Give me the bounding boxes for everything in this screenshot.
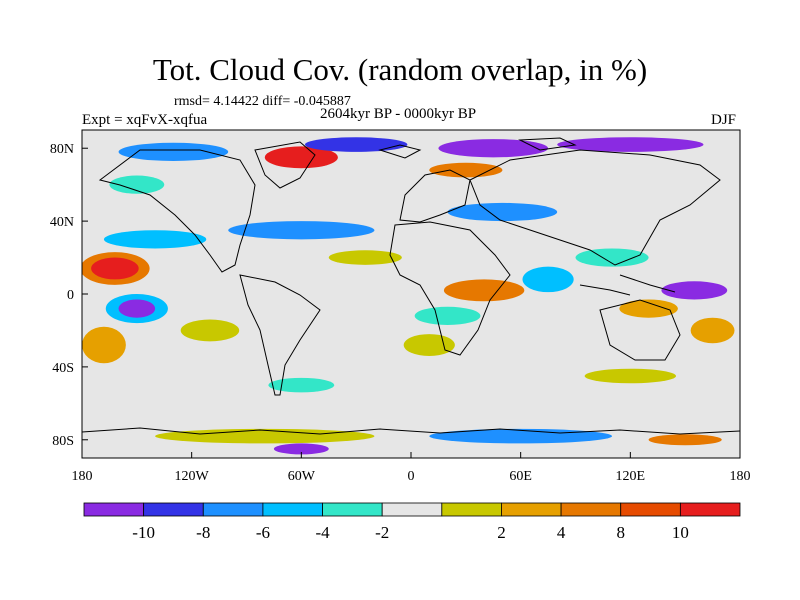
anomaly-field bbox=[82, 137, 735, 455]
colorbar-swatch bbox=[441, 502, 502, 517]
colorbar-swatch bbox=[202, 502, 264, 517]
colorbar: -10 -8 -6 -4 -2 2 4 8 10 bbox=[83, 502, 741, 542]
anomaly-region bbox=[438, 139, 549, 158]
anomaly-region bbox=[690, 317, 735, 344]
colorbar-label: -10 bbox=[132, 523, 155, 542]
map-title: Tot. Cloud Cov. (random overlap, in %) bbox=[152, 52, 648, 87]
map-background bbox=[82, 130, 740, 458]
anomaly-region bbox=[91, 257, 139, 280]
anomaly-region bbox=[575, 248, 649, 267]
colorbar-swatch bbox=[679, 502, 741, 517]
colorbar-swatch bbox=[262, 502, 323, 517]
anomaly-region bbox=[584, 368, 677, 384]
lat-tick-label: 40S bbox=[52, 361, 74, 376]
experiment-text: Expt = xqFvX-xqfua bbox=[82, 112, 208, 128]
colorbar-swatch bbox=[501, 502, 562, 517]
anomaly-region bbox=[414, 306, 481, 325]
colorbar-swatch bbox=[381, 502, 443, 517]
anomaly-region bbox=[403, 334, 455, 356]
anomaly-region bbox=[118, 142, 229, 161]
colorbar-label: 8 bbox=[616, 523, 625, 542]
colorbar-swatch bbox=[560, 502, 622, 517]
lon-tick-label: 0 bbox=[408, 469, 415, 484]
anomaly-region bbox=[522, 266, 574, 293]
lon-tick-label: 120E bbox=[616, 469, 646, 484]
colorbar-label: 4 bbox=[557, 523, 566, 542]
colorbar-swatch bbox=[322, 502, 383, 517]
anomaly-region bbox=[619, 299, 678, 318]
anomaly-region bbox=[82, 326, 126, 364]
anomaly-region bbox=[328, 250, 402, 265]
anomaly-region bbox=[103, 230, 207, 249]
lon-tick-label: 60E bbox=[509, 469, 532, 484]
lon-tick-label: 60W bbox=[288, 469, 316, 484]
rmsd-diff-text: rmsd= 4.14422 diff= -0.045887 bbox=[174, 94, 351, 109]
colorbar-label: -2 bbox=[375, 523, 389, 542]
lon-tick-label: 120W bbox=[175, 469, 210, 484]
season-text: DJF bbox=[711, 112, 737, 128]
anomaly-region bbox=[118, 299, 156, 318]
anomaly-region bbox=[228, 221, 375, 240]
colorbar-swatch bbox=[143, 502, 204, 517]
anomaly-region bbox=[273, 443, 329, 455]
anomaly-region bbox=[264, 146, 338, 169]
anomaly-region bbox=[661, 281, 728, 300]
lat-tick-label: 80N bbox=[50, 142, 74, 157]
anomaly-region bbox=[155, 428, 375, 444]
colorbar-label: 10 bbox=[672, 523, 689, 542]
anomaly-region bbox=[268, 377, 335, 393]
lon-tick-label: 180 bbox=[72, 469, 93, 484]
anomaly-region bbox=[443, 279, 525, 302]
lat-tick-label: 80S bbox=[52, 434, 74, 449]
anomaly-region bbox=[557, 137, 704, 152]
coastlines bbox=[82, 137, 740, 435]
anomaly-region bbox=[429, 428, 613, 444]
anomaly-region bbox=[109, 175, 165, 194]
period-text: 2604kyr BP - 0000kyr BP bbox=[320, 106, 477, 122]
lon-tick-label: 180 bbox=[730, 469, 751, 484]
anomaly-region bbox=[429, 162, 503, 178]
anomaly-region bbox=[180, 319, 240, 342]
colorbar-swatch bbox=[83, 502, 145, 517]
lat-tick-label: 40N bbox=[50, 215, 74, 230]
longitude-axis: 180 120W 60W 0 60E 120E 180 bbox=[72, 452, 751, 484]
anomaly-region bbox=[304, 137, 408, 152]
colorbar-label: -4 bbox=[315, 523, 330, 542]
colorbar-label: 2 bbox=[497, 523, 506, 542]
anomaly-region bbox=[648, 434, 722, 446]
colorbar-label: -6 bbox=[256, 523, 270, 542]
latitude-axis: 80N 40N 0 40S 80S bbox=[50, 142, 88, 449]
colorbar-label: -8 bbox=[196, 523, 210, 542]
anomaly-region bbox=[447, 202, 558, 222]
lat-tick-label: 0 bbox=[67, 288, 74, 303]
colorbar-swatch bbox=[620, 502, 681, 517]
